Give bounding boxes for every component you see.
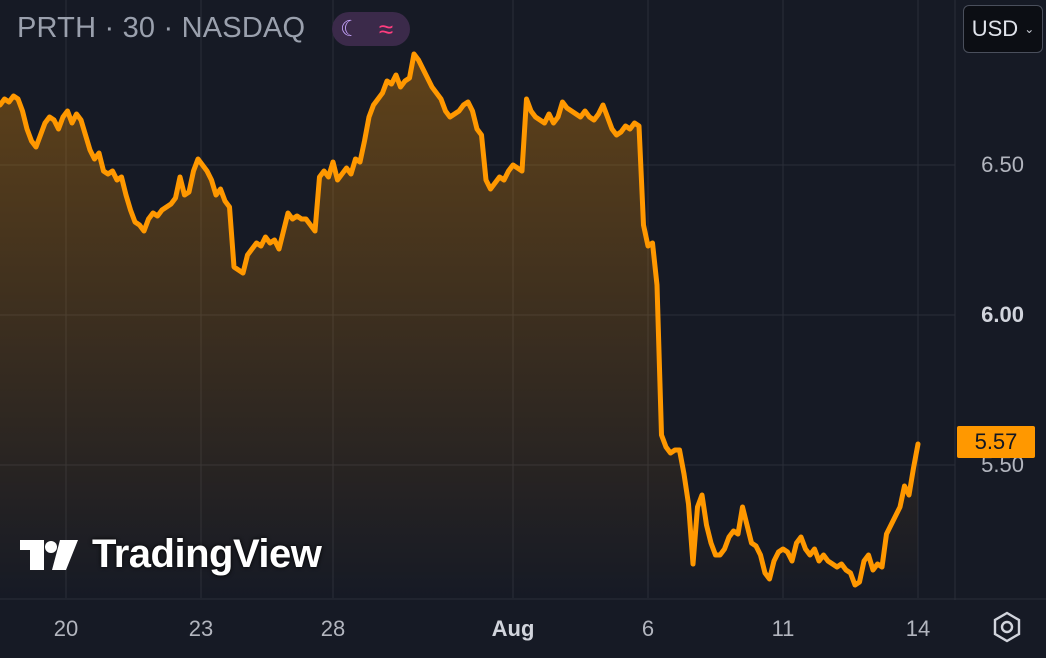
tradingview-logo-text: TradingView [92, 532, 322, 576]
tradingview-logo: TradingView [20, 532, 322, 577]
symbol-title: PRTH · 30 · NASDAQ [17, 12, 306, 44]
currency-button[interactable]: USD ⌄ [963, 5, 1043, 53]
session-badge[interactable]: ☾ ≈ [332, 12, 410, 46]
tradingview-logo-icon [20, 539, 78, 570]
settings-icon[interactable] [990, 610, 1024, 644]
last-price-label: 5.57 [957, 426, 1035, 458]
y-tick-label: 6.50 [981, 152, 1024, 177]
x-tick-label: 28 [320, 616, 346, 641]
x-tick-label: 14 [905, 616, 931, 641]
x-tick-label: 6 [641, 616, 655, 641]
x-tick-label: 11 [771, 616, 795, 641]
price-line [0, 51, 921, 588]
x-tick-label: 20 [53, 616, 79, 641]
chevron-down-icon: ⌄ [1024, 22, 1035, 36]
currency-label: USD [971, 16, 1019, 41]
price-area-fill [0, 54, 918, 598]
moon-icon: ☾ [340, 16, 360, 41]
wave-icon: ≈ [378, 13, 394, 44]
x-tick-label: Aug [491, 616, 535, 641]
x-tick-label: 23 [188, 616, 214, 641]
y-tick-label: 6.00 [981, 302, 1024, 327]
